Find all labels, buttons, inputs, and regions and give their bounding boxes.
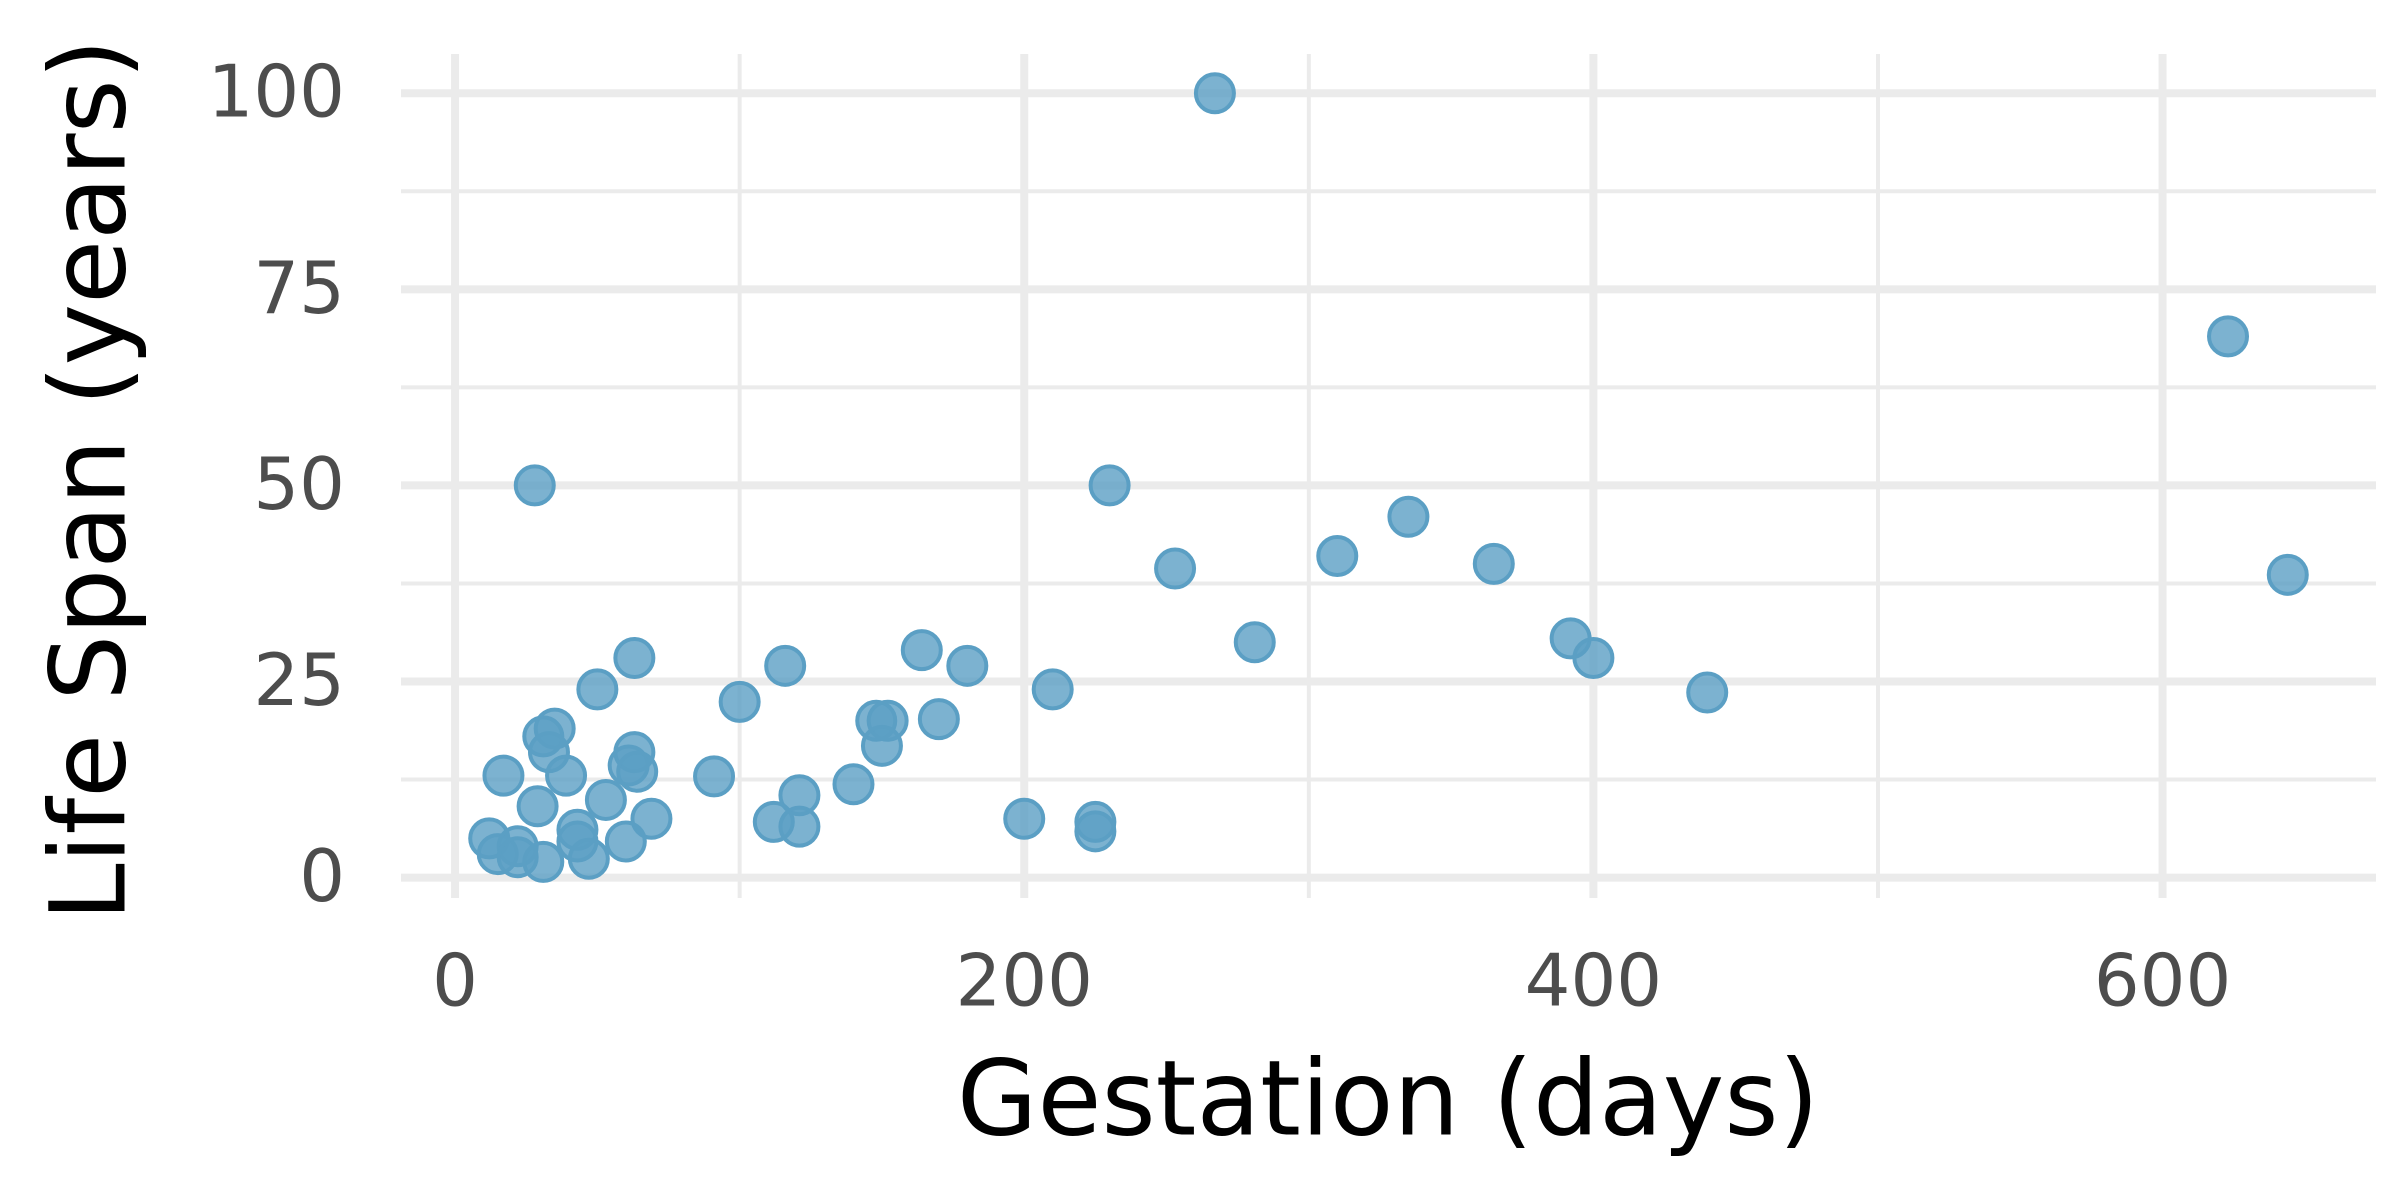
x-tick-label: 400 [1525,939,1662,1023]
point [1572,636,1615,679]
point [860,724,903,767]
x-axis-title: Gestation (days) [957,1037,1819,1159]
point [616,750,659,793]
x-tick-label: 0 [432,939,478,1023]
point [567,837,610,880]
point [2266,553,2309,596]
point [584,778,627,821]
point [482,754,525,797]
point [1031,668,1074,711]
point [1193,72,1236,115]
point [832,763,875,806]
point [1387,495,1430,538]
point [693,755,736,798]
y-tick-label: 75 [253,246,345,330]
point [917,698,960,741]
point [604,820,647,863]
y-tick-label: 50 [253,442,345,526]
point [1074,810,1117,853]
x-tick-label: 600 [2094,939,2231,1023]
point [1472,542,1515,585]
y-axis-title: Life Span (years) [27,39,149,922]
point [1088,464,1131,507]
point [513,464,556,507]
point [1154,547,1197,590]
point [778,805,821,848]
point [1316,535,1359,578]
point [2207,315,2250,358]
point [900,629,943,672]
y-tick-label: 25 [253,638,345,722]
point [522,840,565,883]
y-tick-label: 0 [299,834,345,918]
point [613,636,656,679]
x-tick-label: 200 [956,939,1093,1023]
point [1686,671,1729,714]
point [764,644,807,687]
y-tick-label: 100 [208,50,345,134]
point [718,680,761,723]
point [516,785,559,828]
point [576,668,619,711]
point [1003,797,1046,840]
point [1233,621,1276,664]
point [545,754,588,797]
point [946,644,989,687]
